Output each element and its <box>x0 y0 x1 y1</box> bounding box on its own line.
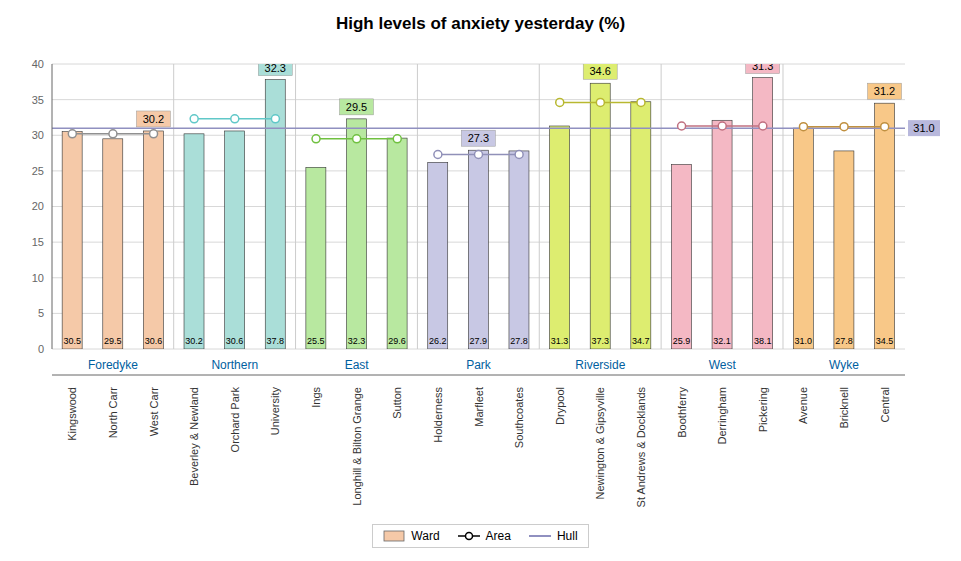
html-text:Area: Area <box>485 529 511 543</box>
svg-text:15: 15 <box>32 236 44 248</box>
svg-text:Boothferry: Boothferry <box>676 387 688 438</box>
svg-text:30.5: 30.5 <box>63 336 81 346</box>
svg-text:25.9: 25.9 <box>673 336 691 346</box>
svg-text:32.3: 32.3 <box>265 64 286 74</box>
svg-text:East: East <box>345 358 370 372</box>
svg-text:Marfleet: Marfleet <box>473 387 485 427</box>
svg-text:30.6: 30.6 <box>145 336 163 346</box>
svg-text:University: University <box>269 387 281 436</box>
svg-text:Newington & Gipsyville: Newington & Gipsyville <box>594 387 606 500</box>
svg-text:31.0: 31.0 <box>795 336 813 346</box>
svg-text:37.8: 37.8 <box>266 336 284 346</box>
svg-text:10: 10 <box>32 272 44 284</box>
svg-text:West Carr: West Carr <box>148 387 160 437</box>
svg-text:35: 35 <box>32 94 44 106</box>
svg-text:Southcoates: Southcoates <box>513 387 525 449</box>
svg-text:27.3: 27.3 <box>468 132 489 144</box>
svg-text:Holderness: Holderness <box>432 387 444 443</box>
svg-text:30.2: 30.2 <box>185 336 203 346</box>
svg-text:Derringham: Derringham <box>716 387 728 444</box>
svg-text:West: West <box>709 358 737 372</box>
svg-text:Riverside: Riverside <box>575 358 625 372</box>
svg-text:0: 0 <box>38 343 44 355</box>
svg-text:29.5: 29.5 <box>346 101 367 113</box>
svg-text:Avenue: Avenue <box>797 387 809 424</box>
html-text:High levels of anxiety yesterd: High levels of anxiety yesterday (%) <box>335 14 625 33</box>
svg-text:30.2: 30.2 <box>143 113 164 125</box>
svg-text:31.2: 31.2 <box>874 85 895 97</box>
svg-text:27.8: 27.8 <box>835 336 853 346</box>
svg-text:32.1: 32.1 <box>713 336 731 346</box>
svg-text:Pickering: Pickering <box>757 387 769 432</box>
html-text:Hull: Hull <box>557 529 578 543</box>
svg-text:Kingswood: Kingswood <box>66 387 78 441</box>
svg-text:Foredyke: Foredyke <box>88 358 138 372</box>
html-text:Ward: Ward <box>411 529 440 543</box>
svg-text:25.5: 25.5 <box>307 336 325 346</box>
svg-text:St Andrews & Docklands: St Andrews & Docklands <box>635 387 647 508</box>
svg-text:Wyke: Wyke <box>829 358 859 372</box>
svg-text:Longhill & Bilton Grange: Longhill & Bilton Grange <box>351 387 363 506</box>
svg-text:Orchard Park: Orchard Park <box>229 387 241 453</box>
svg-text:30: 30 <box>32 129 44 141</box>
svg-text:37.3: 37.3 <box>591 336 609 346</box>
svg-text:Ings: Ings <box>310 387 322 408</box>
svg-text:34.6: 34.6 <box>589 65 610 77</box>
svg-text:29.5: 29.5 <box>104 336 122 346</box>
svg-text:34.7: 34.7 <box>632 336 650 346</box>
svg-text:Beverley & Newland: Beverley & Newland <box>188 387 200 486</box>
svg-text:North Carr: North Carr <box>107 387 119 439</box>
svg-text:29.6: 29.6 <box>388 336 406 346</box>
svg-text:Bricknell: Bricknell <box>838 387 850 429</box>
svg-text:Park: Park <box>466 358 492 372</box>
svg-text:34.5: 34.5 <box>876 336 894 346</box>
svg-text:30.6: 30.6 <box>226 336 244 346</box>
svg-text:26.2: 26.2 <box>429 336 447 346</box>
svg-text:Northern: Northern <box>211 358 258 372</box>
svg-text:27.8: 27.8 <box>510 336 528 346</box>
svg-text:31.3: 31.3 <box>752 64 773 72</box>
svg-text:27.9: 27.9 <box>470 336 488 346</box>
svg-text:Drypool: Drypool <box>554 387 566 425</box>
svg-text:Sutton: Sutton <box>391 387 403 419</box>
svg-text:31.3: 31.3 <box>551 336 569 346</box>
svg-text:40: 40 <box>32 58 44 70</box>
svg-text:38.1: 38.1 <box>754 336 772 346</box>
svg-text:32.3: 32.3 <box>348 336 366 346</box>
svg-text:5: 5 <box>38 307 44 319</box>
svg-text:20: 20 <box>32 200 44 212</box>
svg-text:31.0: 31.0 <box>913 122 934 134</box>
svg-text:25: 25 <box>32 165 44 177</box>
svg-text:Central: Central <box>879 387 891 422</box>
